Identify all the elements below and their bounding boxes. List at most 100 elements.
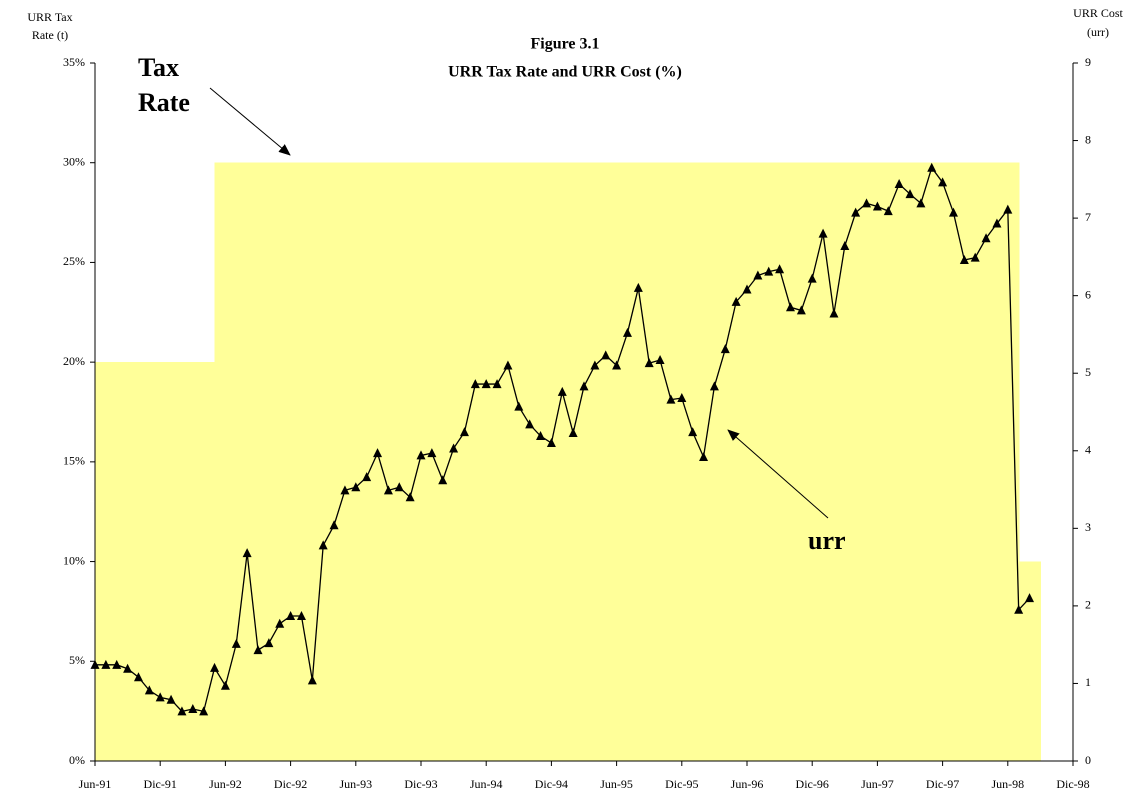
x-tick-label: Dic-91 xyxy=(144,777,177,791)
urr-marker xyxy=(818,228,828,238)
urr-marker xyxy=(590,360,600,370)
urr-marker xyxy=(525,419,535,429)
urr-marker xyxy=(329,520,339,530)
urr-marker xyxy=(905,189,915,199)
y-tick-label: 25% xyxy=(63,254,85,268)
urr-marker xyxy=(938,177,948,187)
y2-axis-label: URR Cost xyxy=(1073,6,1123,20)
tax-rate-area xyxy=(1018,561,1031,761)
y2-tick-label: 2 xyxy=(1085,598,1091,612)
urr-marker xyxy=(720,344,730,354)
tax-rate-area xyxy=(203,362,216,761)
urr-marker xyxy=(666,394,676,404)
urr-marker xyxy=(536,431,546,441)
tax-rate-area xyxy=(747,162,759,761)
tax-rate-area xyxy=(768,162,781,761)
y2-tick-label: 3 xyxy=(1085,520,1091,534)
annotation: urr xyxy=(808,526,846,555)
tax-rate-area xyxy=(833,162,846,761)
x-tick-label: Dic-95 xyxy=(665,777,698,791)
urr-marker xyxy=(753,270,763,280)
tax-rate-area xyxy=(866,162,878,761)
tax-rate-area xyxy=(279,162,292,761)
tax-rate-area xyxy=(138,362,150,761)
urr-marker xyxy=(557,386,567,396)
urr-marker xyxy=(764,266,774,276)
tax-rate-area xyxy=(877,162,889,761)
tax-rate-area xyxy=(355,162,368,761)
urr-marker xyxy=(459,427,469,437)
urr-marker xyxy=(177,706,187,716)
tax-rate-area xyxy=(703,162,715,761)
annotation: Tax xyxy=(138,53,179,82)
y2-tick-label: 8 xyxy=(1085,132,1091,146)
urr-marker xyxy=(492,379,502,389)
urr-marker xyxy=(264,638,274,648)
y-tick-label: 20% xyxy=(63,354,85,368)
tax-rate-area xyxy=(931,162,944,761)
x-tick-label: Dic-96 xyxy=(796,777,829,791)
x-tick-label: Dic-94 xyxy=(535,777,568,791)
tax-rate-area xyxy=(181,362,194,761)
urr-marker xyxy=(166,694,176,704)
urr-marker xyxy=(362,472,372,482)
urr-marker xyxy=(416,450,426,460)
tax-rate-area xyxy=(594,162,607,761)
urr-marker xyxy=(112,659,122,669)
tax-rate-area xyxy=(986,162,998,761)
tax-rate-area xyxy=(518,162,531,761)
y-tick-label: 15% xyxy=(63,454,85,468)
tax-rate-area xyxy=(899,162,911,761)
urr-marker xyxy=(438,475,448,485)
y-tick-label: 35% xyxy=(63,55,85,69)
urr-marker xyxy=(481,379,491,389)
urr-marker xyxy=(242,548,252,558)
urr-marker xyxy=(927,162,937,172)
tax-rate-area xyxy=(649,162,661,761)
y2-tick-label: 6 xyxy=(1085,287,1091,301)
urr-marker xyxy=(405,492,415,502)
tax-rate-area xyxy=(399,162,411,761)
tax-rate-area xyxy=(344,162,357,761)
y2-tick-label: 5 xyxy=(1085,365,1091,379)
tax-rate-area xyxy=(149,362,161,761)
tax-rate-area xyxy=(573,162,585,761)
x-tick-label: Jun-96 xyxy=(731,777,764,791)
tax-rate-area xyxy=(258,162,270,761)
urr-marker xyxy=(796,305,806,315)
x-tick-label: Dic-92 xyxy=(274,777,307,791)
tax-rate-area xyxy=(377,162,389,761)
tax-rate-area xyxy=(779,162,792,761)
x-tick-label: Jun-98 xyxy=(991,777,1024,791)
tax-rate-area xyxy=(225,162,237,761)
urr-marker xyxy=(981,233,991,243)
urr-marker xyxy=(470,379,480,389)
urr-marker xyxy=(872,201,882,211)
urr-marker xyxy=(231,638,241,648)
tax-rate-area xyxy=(540,162,552,761)
tax-rate-area xyxy=(964,162,976,761)
urr-marker xyxy=(220,680,230,690)
x-tick-label: Dic-97 xyxy=(926,777,959,791)
urr-marker xyxy=(742,284,752,294)
tax-rate-area xyxy=(105,362,118,761)
urr-marker xyxy=(612,360,622,370)
x-tick-label: Jun-92 xyxy=(209,777,242,791)
tax-rate-area xyxy=(334,162,346,761)
urr-marker xyxy=(601,350,611,360)
urr-marker xyxy=(1003,204,1013,214)
urr-marker xyxy=(394,482,404,492)
urr-marker xyxy=(546,438,556,448)
tax-rate-area xyxy=(844,162,857,761)
arrow xyxy=(727,429,829,519)
urr-marker xyxy=(503,360,513,370)
tax-rate-area xyxy=(453,162,466,761)
tax-rate-area xyxy=(214,162,226,761)
urr-marker xyxy=(449,443,459,453)
x-tick-label: Jun-93 xyxy=(339,777,372,791)
tax-rate-area xyxy=(584,162,596,761)
tax-rate-area xyxy=(95,362,107,761)
urr-marker xyxy=(188,704,198,714)
tax-rate-area xyxy=(855,162,868,761)
y2-tick-label: 1 xyxy=(1085,675,1091,689)
